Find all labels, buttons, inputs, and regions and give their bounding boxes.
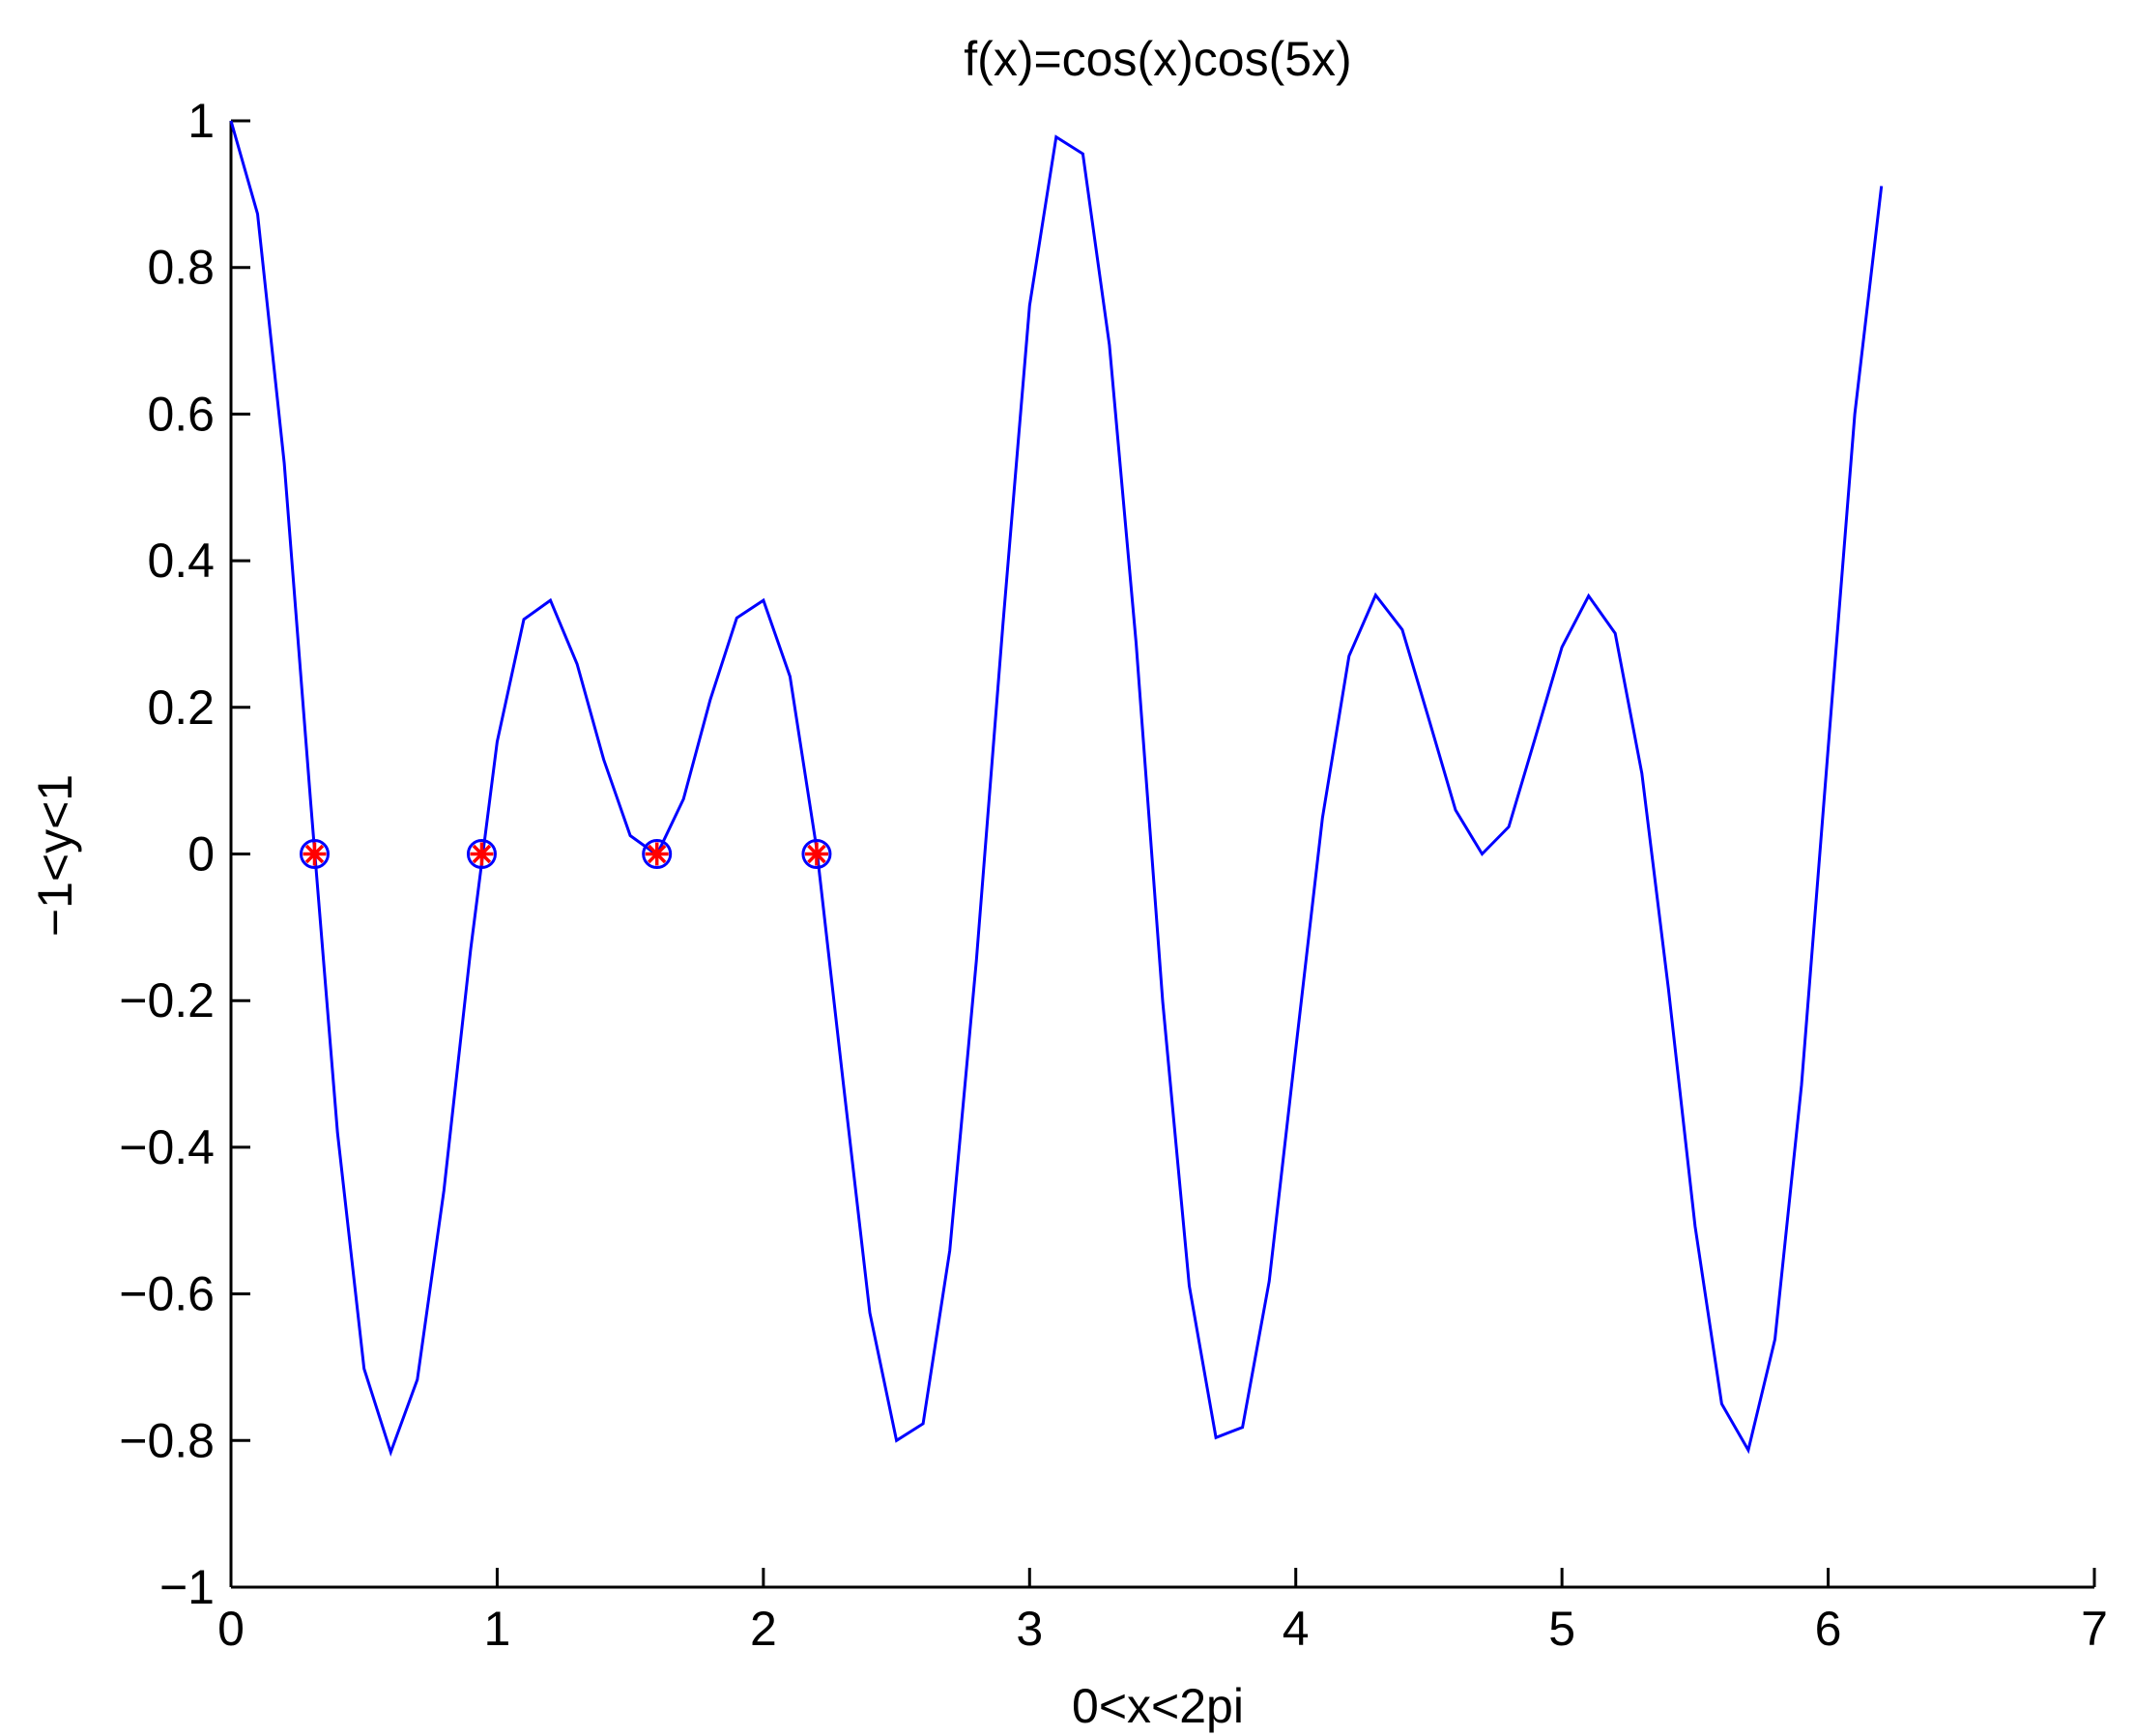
ticks: 0 1 2 3 4 5 6 7 −1 −0.8 −0.6 −0.4 −0.2 0 0.2 0.4 0.6 0.8 1 — [119, 94, 2108, 1656]
y-tick-label: −0.4 — [119, 1120, 215, 1174]
root-asterisk-marker — [303, 842, 327, 866]
y-tick-label: −0.6 — [119, 1267, 215, 1321]
y-tick-label: 0.8 — [147, 241, 215, 295]
asterisk-stroke — [304, 844, 325, 864]
chart-title: f(x)=cos(x)cos(5x) — [964, 32, 1351, 86]
root-circle-marker — [466, 839, 497, 869]
root-circle-marker — [299, 839, 330, 869]
x-tick-label: 1 — [484, 1602, 511, 1656]
asterisk-stroke — [472, 844, 492, 864]
x-axis-label: 0<x<2pi — [1072, 1679, 1244, 1733]
y-tick-label: 1 — [187, 94, 215, 148]
y-tick-label: −1 — [159, 1560, 215, 1614]
x-tick-label: 7 — [2081, 1602, 2108, 1656]
root-circle-marker — [642, 839, 673, 869]
x-tick-label: 2 — [750, 1602, 777, 1656]
x-tick-label: 3 — [1016, 1602, 1043, 1656]
asterisk-stroke — [807, 844, 826, 864]
root-asterisk-marker — [470, 842, 494, 866]
x-tick-label: 5 — [1548, 1602, 1575, 1656]
y-tick-label: −0.2 — [119, 973, 215, 1027]
data-line — [229, 120, 1884, 1458]
root-asterisk-marker — [645, 842, 669, 866]
y-tick-label: 0.6 — [147, 387, 215, 441]
x-tick-label: 4 — [1283, 1602, 1310, 1656]
root-circle-marker — [801, 839, 832, 869]
x-tick-label: 0 — [217, 1602, 245, 1656]
y-tick-label: −0.8 — [119, 1413, 215, 1467]
y-tick-label: 0.4 — [147, 534, 215, 588]
root-asterisk-marker — [804, 842, 828, 866]
y-tick-label: 0.2 — [147, 680, 215, 735]
asterisk-stroke — [647, 844, 667, 864]
y-axis-label: −1<y<1 — [28, 774, 82, 937]
x-tick-label: 6 — [1815, 1602, 1842, 1656]
series-layer — [229, 120, 1884, 1458]
y-tick-label: 0 — [187, 827, 215, 882]
